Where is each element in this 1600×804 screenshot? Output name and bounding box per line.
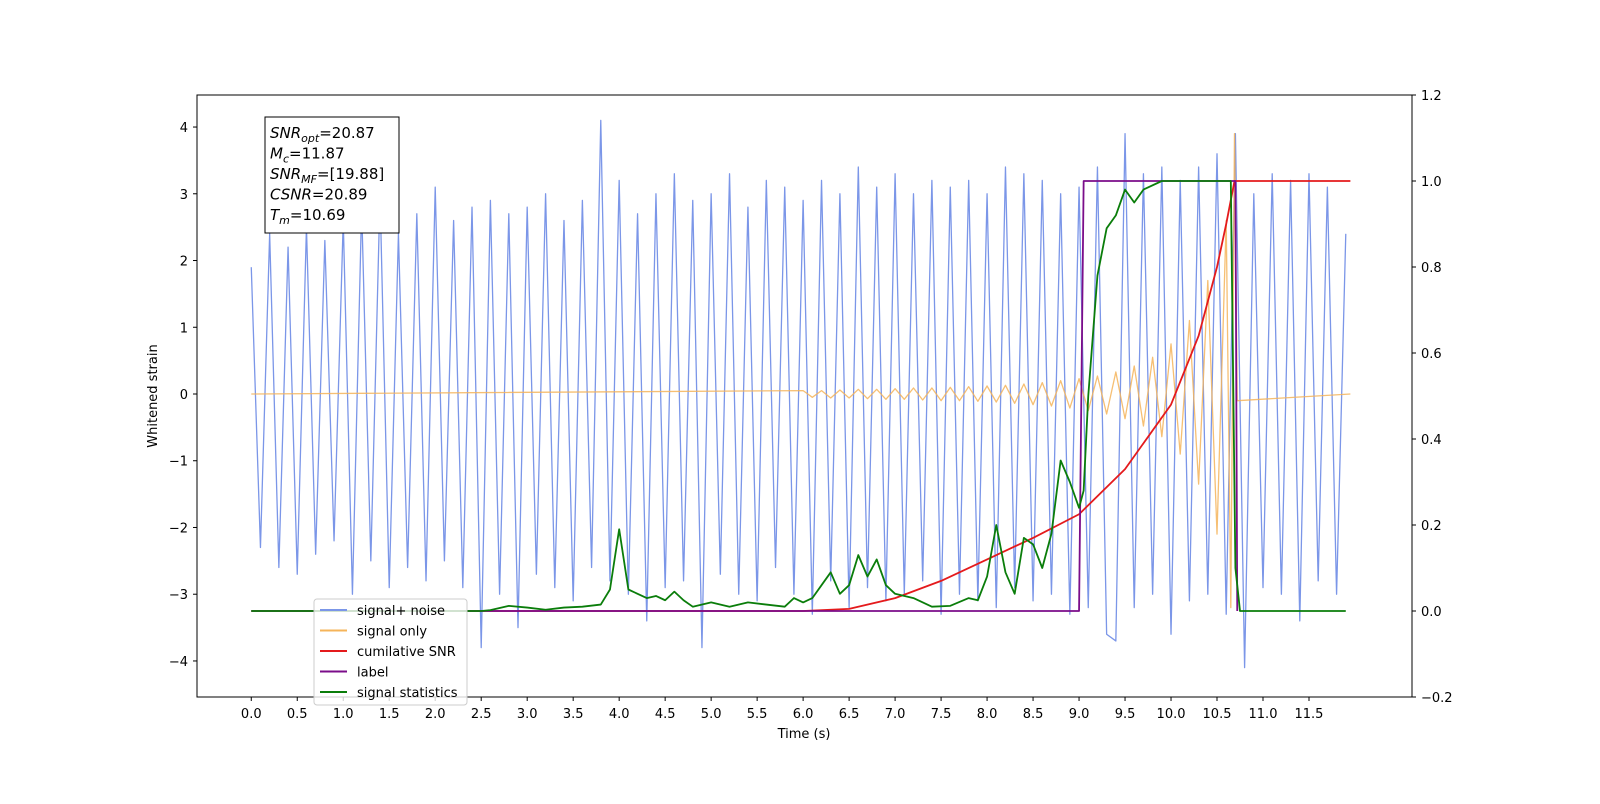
series-line (250, 119, 1347, 669)
x-axis-label: Time (s) (777, 727, 831, 742)
x-tick-label: 8.0 (977, 707, 998, 722)
annotation-value: =20.87 (319, 124, 375, 142)
annotation-symbol: CSNR (270, 186, 312, 204)
annotation-value: =20.89 (312, 186, 368, 204)
annotation-line: SNRopt=20.87 (270, 124, 375, 145)
annotation-box (264, 116, 400, 234)
plot-frame (196, 94, 1413, 698)
y2-tick-label: 0.6 (1421, 347, 1442, 362)
y2-tick-label: 0.4 (1421, 433, 1442, 448)
y2-tick-label: 0.8 (1421, 261, 1442, 276)
y2-tick-label: 0.0 (1421, 605, 1442, 620)
y2-tick-label: 1.0 (1421, 175, 1442, 190)
y-tick-label: −3 (169, 588, 188, 603)
x-tick-label: 3.0 (517, 707, 538, 722)
annotation-value: =11.87 (289, 145, 345, 163)
y-tick-label: −4 (169, 655, 188, 670)
legend-box (313, 598, 468, 706)
x-tick-label: 6.5 (839, 707, 860, 722)
x-tick-label: 0.5 (287, 707, 308, 722)
y-tick-label: −1 (169, 455, 188, 470)
x-tick-label: 9.5 (1115, 707, 1136, 722)
legend-label: cumilative SNR (357, 645, 456, 660)
annotation-value: =10.69 (290, 206, 346, 224)
x-tick-label: 9.0 (1069, 707, 1090, 722)
annotation-symbol: M (270, 145, 283, 163)
y2-tick-label: 0.2 (1421, 519, 1442, 534)
x-tick-label: 7.0 (885, 707, 906, 722)
y-axis-label: Whitened strain (146, 344, 161, 447)
x-tick-label: 10.5 (1203, 707, 1232, 722)
annotation-subscript: MF (301, 173, 317, 186)
annotation-symbol: SNR (270, 124, 301, 142)
y-tick-label: −2 (169, 521, 188, 536)
x-tick-label: 4.0 (609, 707, 630, 722)
x-tick-label: 8.5 (1023, 707, 1044, 722)
y-tick-label: 1 (180, 321, 188, 336)
x-tick-label: 10.0 (1157, 707, 1186, 722)
annotation-subscript: c (283, 153, 289, 166)
x-tick-label: 6.0 (793, 707, 814, 722)
series-line (251, 180, 1346, 612)
x-tick-label: 1.5 (379, 707, 400, 722)
y-tick-label: 0 (180, 388, 188, 403)
x-tick-label: 2.5 (471, 707, 492, 722)
y-tick-label: 2 (180, 255, 188, 270)
annotation-line: CSNR=20.89 (270, 186, 367, 204)
x-tick-label: 11.0 (1249, 707, 1278, 722)
legend-label: signal+ noise (357, 604, 445, 619)
series-line (251, 133, 1351, 609)
x-tick-label: 3.5 (563, 707, 584, 722)
legend-label: label (357, 666, 388, 681)
x-tick-label: 1.0 (333, 707, 354, 722)
annotation-subscript: m (279, 214, 290, 227)
annotation-symbol: T (270, 206, 281, 224)
series-line (251, 180, 1351, 612)
y-tick-label: 4 (180, 121, 188, 136)
x-tick-label: 5.0 (701, 707, 722, 722)
x-tick-label: 0.0 (241, 707, 262, 722)
annotation-line: SNRMF=[19.88] (270, 165, 384, 186)
annotation-symbol: SNR (270, 165, 301, 183)
annotation-line: Tm=10.69 (270, 206, 345, 227)
annotation-value: =[19.88] (317, 165, 384, 183)
annotation-line: Mc=11.87 (270, 145, 345, 166)
legend-label: signal statistics (357, 686, 458, 701)
x-tick-label: 2.0 (425, 707, 446, 722)
x-tick-label: 5.5 (747, 707, 768, 722)
x-tick-label: 11.5 (1295, 707, 1324, 722)
annotation-subscript: opt (301, 132, 320, 145)
y-tick-label: 3 (180, 188, 188, 203)
x-tick-label: 4.5 (655, 707, 676, 722)
x-tick-label: 7.5 (931, 707, 952, 722)
y2-tick-label: −0.2 (1421, 691, 1453, 706)
series-line (251, 180, 1239, 612)
legend-label: signal only (357, 625, 427, 640)
y2-tick-label: 1.2 (1421, 89, 1442, 104)
